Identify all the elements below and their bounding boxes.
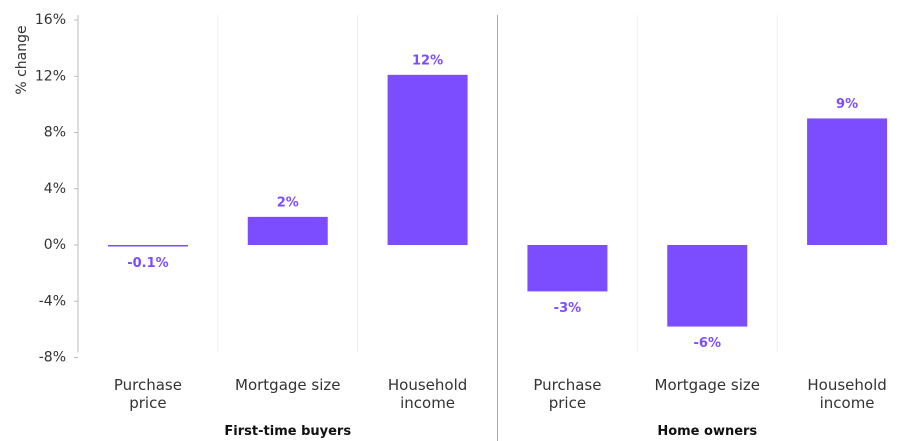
bar	[667, 245, 748, 327]
x-tick-label: Household income	[387, 376, 468, 412]
bar	[527, 245, 608, 292]
group-label: First-time buyers	[224, 424, 352, 439]
x-tick-label: Mortgage size	[654, 376, 760, 394]
bar	[807, 118, 888, 245]
value-label: 12%	[412, 53, 443, 68]
value-label: 2%	[277, 195, 299, 210]
y-tick-label: 4%	[44, 181, 66, 197]
x-tick-label: Purchase price	[533, 376, 602, 412]
bar	[387, 74, 468, 245]
value-label: -0.1%	[127, 256, 168, 271]
value-label: -6%	[694, 336, 721, 351]
x-tick-label: Mortgage size	[235, 376, 341, 394]
value-label: -3%	[554, 301, 581, 316]
y-tick-label: 0%	[44, 237, 66, 253]
group-label: Home owners	[657, 424, 758, 439]
x-tick-label: Household income	[807, 376, 887, 412]
value-label: 9%	[836, 97, 858, 112]
y-tick-label: 8%	[44, 125, 66, 141]
y-tick-label: -8%	[39, 350, 66, 366]
y-axis-label: % change	[14, 25, 30, 94]
bar	[247, 216, 328, 245]
y-tick-label: -4%	[39, 293, 66, 309]
y-tick-label: 16%	[35, 12, 66, 28]
bar	[107, 245, 188, 247]
y-tick-label: 12%	[35, 68, 66, 84]
x-tick-label: Purchase price	[113, 376, 182, 412]
